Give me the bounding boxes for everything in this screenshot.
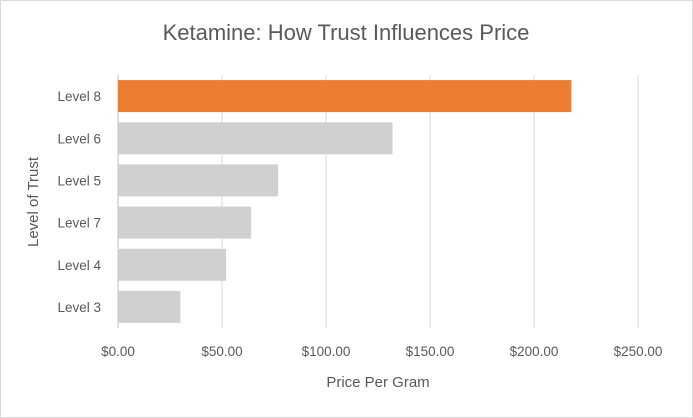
y-tick-labels: Level 8 Level 6 Level 5 Level 7 Level 4 Level… [57,89,101,315]
x-tick-label: $150.00 [406,344,455,359]
bar-level-8 [118,80,572,113]
x-tick-label: $0.00 [101,344,135,359]
x-tick-label: $250.00 [614,344,663,359]
y-tick-label: Level 6 [57,131,101,146]
bar-level-7 [118,206,252,239]
bars [118,80,572,323]
gridlines [221,75,639,328]
bar-level-5 [118,164,279,197]
y-tick-label: Level 5 [57,173,101,188]
bar-level-4 [118,248,227,281]
y-tick-label: Level 7 [57,216,101,231]
x-tick-label: $50.00 [201,344,242,359]
x-tick-label: $200.00 [510,344,559,359]
y-axis-title: Level of Trust [25,156,42,247]
y-tick-label: Level 4 [57,258,101,273]
x-tick-labels: $0.00 $50.00 $100.00 $150.00 $200.00 $250.00 [101,344,662,359]
y-tick-label: Level 8 [57,89,101,104]
y-tick-label: Level 3 [57,300,101,315]
chart-title: Ketamine: How Trust Influences Price [163,20,530,45]
x-tick-label: $100.00 [302,344,351,359]
x-axis-title: Price Per Gram [326,374,429,391]
bar-level-3 [118,290,181,323]
bar-level-6 [118,122,393,155]
